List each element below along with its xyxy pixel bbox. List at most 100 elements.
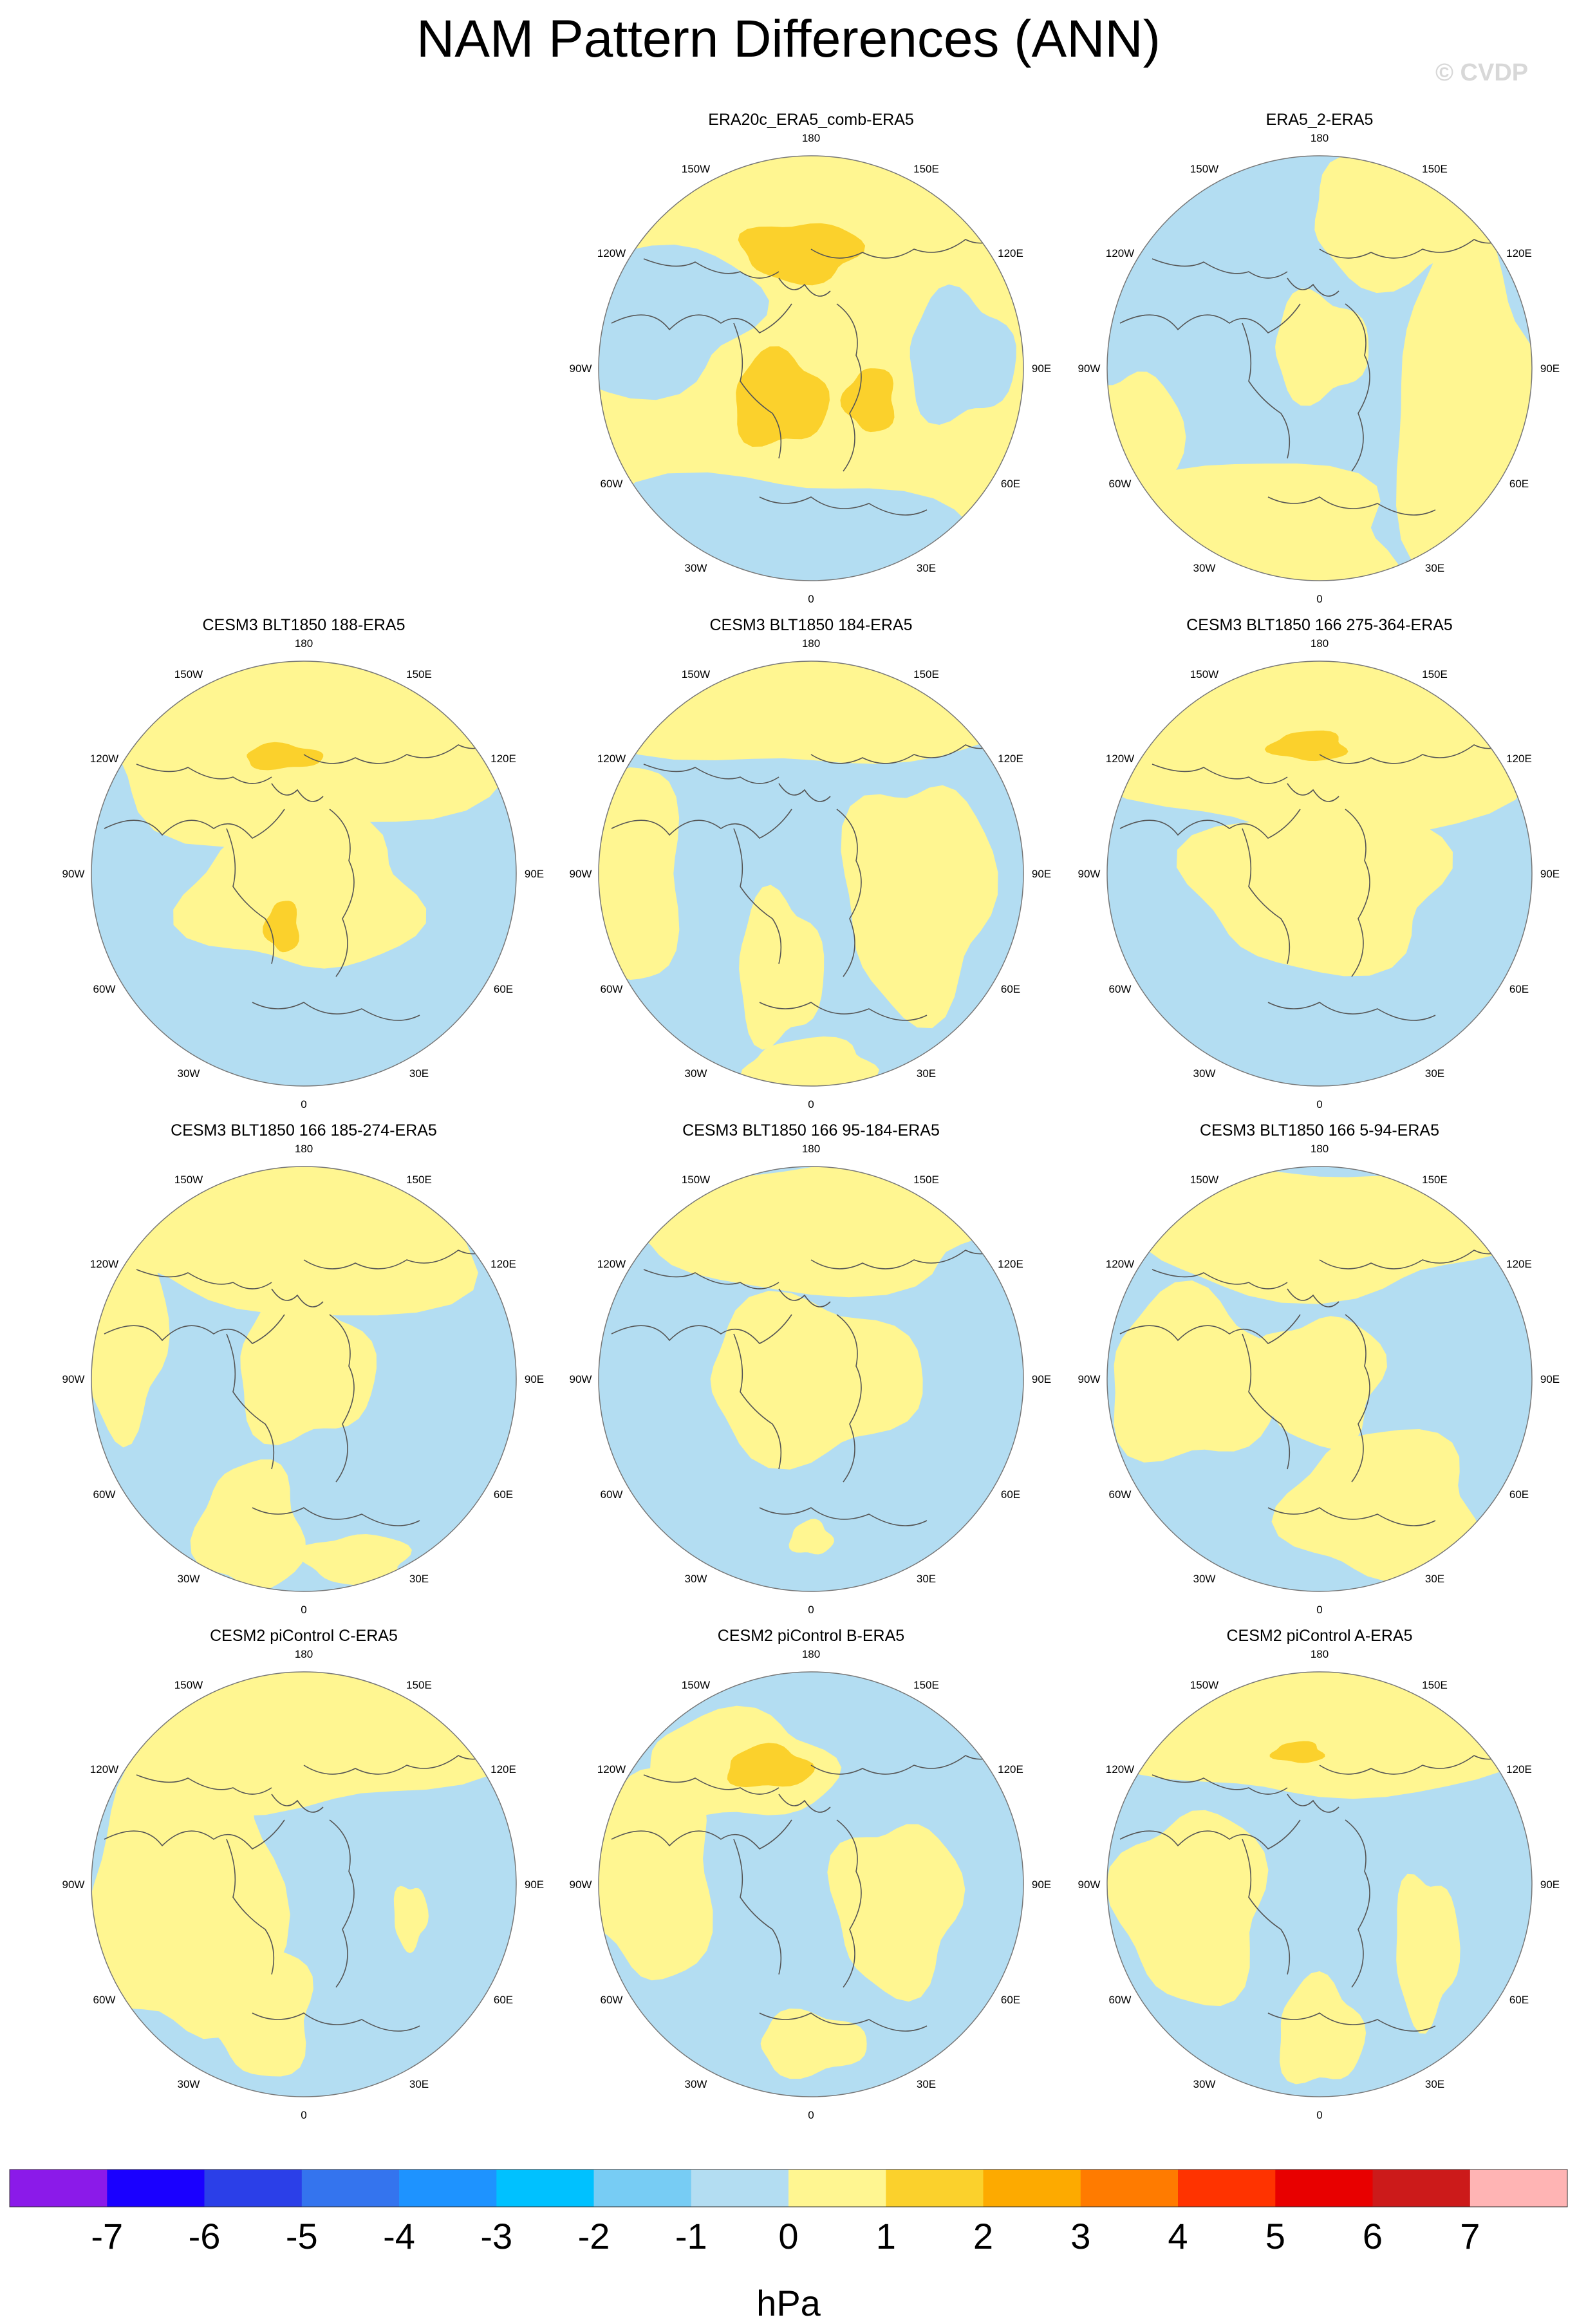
coastline	[1267, 1507, 1436, 1526]
colorbar-tick-label: -7	[91, 2216, 123, 2256]
map-panel: CESM3 BLT1850 184-ERA5 180 150E 120E 90E 60E 3…	[566, 616, 1056, 1131]
positive-region	[1107, 371, 1186, 550]
polar-map: 180 150E 120E 90E 60E 30E 0 30W 60W 90W 120W 150W	[62, 1648, 545, 2121]
longitude-label: 150E	[406, 668, 432, 680]
longitude-label: 90E	[1032, 362, 1051, 375]
longitude-label: 90W	[570, 1879, 592, 1891]
longitude-label: 60E	[494, 1994, 513, 2006]
longitude-label: 150E	[406, 1174, 432, 1186]
positive-strong-region	[247, 742, 324, 771]
coastlines	[611, 738, 1005, 1021]
longitude-label: 60W	[601, 1488, 623, 1501]
positive-region	[739, 885, 825, 1050]
colorbar-tick-label: -4	[383, 2216, 415, 2256]
coastline	[759, 1002, 928, 1021]
longitude-label: 0	[1316, 593, 1322, 605]
longitude-label: 150W	[174, 668, 203, 680]
longitude-label: 0	[301, 2109, 306, 2121]
colorbar-segment	[301, 2169, 400, 2207]
longitude-label: 60W	[601, 478, 623, 490]
longitude-label: 30E	[1425, 562, 1444, 574]
longitude-label: 30E	[409, 1067, 429, 1080]
positive-region	[760, 2009, 867, 2079]
map-border	[1106, 1166, 1533, 1592]
positive-region	[240, 1282, 377, 1445]
map-panel: CESM2 piControl B-ERA5 180 150E 120E 90E 60E 3…	[566, 1627, 1056, 2142]
longitude-label: 90E	[1540, 868, 1560, 880]
coastlines	[1119, 1748, 1513, 2032]
map-border	[598, 661, 1024, 1087]
positive-strong-region	[1269, 1741, 1325, 1763]
coastline	[1242, 323, 1291, 459]
longitude-label: 120E	[1506, 1763, 1532, 1776]
coastline	[1119, 809, 1301, 839]
longitude-label: 90E	[525, 868, 544, 880]
coastline	[329, 1314, 355, 1483]
negative-region	[601, 472, 984, 581]
longitude-label: 0	[808, 593, 814, 605]
positive-region	[1396, 1873, 1460, 2034]
coastline	[643, 764, 779, 784]
polar-map: 180 150E 120E 90E 60E 30E 0 30W 60W 90W 120W 150W	[1078, 132, 1560, 605]
longitude-label: 150W	[1190, 668, 1218, 680]
colorbar-segment	[204, 2169, 303, 2207]
coastline	[733, 1333, 782, 1470]
coastline	[303, 1243, 498, 1270]
colorbar-segment	[399, 2169, 497, 2207]
colorbar-tick-label: 4	[1168, 2216, 1188, 2256]
coastline	[810, 1243, 1005, 1270]
longitude-label: 150W	[682, 1174, 710, 1186]
longitude-label: 150W	[1190, 1679, 1218, 1691]
coastline	[643, 1269, 779, 1289]
map-panel: ERA5_2-ERA5 180 150E 120E 90E 60E 30E 0 30W 60W 90…	[1075, 111, 1564, 626]
longitude-label: 90W	[1078, 362, 1101, 375]
longitude-label: 90W	[62, 868, 85, 880]
longitude-label: 0	[301, 1098, 306, 1110]
colorbar-segment	[1470, 2169, 1568, 2207]
coastline	[810, 232, 1005, 259]
panel-title: CESM3 BLT1850 184-ERA5	[709, 616, 913, 634]
longitude-label: 120E	[490, 1258, 516, 1270]
longitude-label: 90W	[1078, 1373, 1101, 1385]
positive-region	[1107, 1810, 1269, 2007]
coastline	[271, 783, 324, 802]
polar-map: 180 150E 120E 90E 60E 30E 0 30W 60W 90W 120W 150W	[1078, 1648, 1560, 2121]
longitude-label: 120E	[1506, 1258, 1532, 1270]
longitude-label: 180	[1311, 1648, 1329, 1660]
longitude-label: 120W	[597, 247, 626, 259]
colorbar-segment	[496, 2169, 595, 2207]
positive-region	[599, 767, 680, 980]
coastline	[1287, 1794, 1339, 1813]
negative-region	[910, 284, 1016, 425]
colorbar-tick-label: 3	[1070, 2216, 1090, 2256]
longitude-label: 30E	[917, 562, 936, 574]
coastline	[104, 1819, 285, 1850]
panel-title: ERA20c_ERA5_comb-ERA5	[708, 111, 914, 129]
longitude-label: 30E	[917, 1573, 936, 1585]
colorbar-tick-label: 1	[876, 2216, 896, 2256]
longitude-label: 150E	[913, 1679, 939, 1691]
longitude-label: 150W	[1190, 163, 1218, 175]
colorbar-tick-label: -3	[480, 2216, 512, 2256]
longitude-label: 30W	[1193, 1573, 1216, 1585]
map-panel: CESM3 BLT1850 188-ERA5 180 150E 120E 90E 60E 3…	[59, 616, 548, 1131]
map-border	[91, 1166, 517, 1592]
map-border	[598, 155, 1024, 581]
longitude-label: 60W	[1109, 1488, 1132, 1501]
map-panel: CESM2 piControl C-ERA5 180 150E 120E 90E 60E 3…	[59, 1627, 548, 2142]
coastlines	[104, 1243, 498, 1526]
polar-map: 180 150E 120E 90E 60E 30E 0 30W 60W 90W 120W 150W	[570, 637, 1052, 1110]
longitude-label: 120W	[1106, 247, 1134, 259]
map-panel: CESM2 piControl A-ERA5 180 150E 120E 90E 60E 3…	[1075, 1627, 1564, 2142]
colorbar-tick-label: -2	[578, 2216, 610, 2256]
colorbar-tick-label: 6	[1363, 2216, 1383, 2256]
longitude-label: 90E	[1032, 1373, 1051, 1385]
map-panel: CESM3 BLT1850 166 5-94-ERA5 180 150E 120E 90…	[1075, 1121, 1564, 1636]
longitude-label: 0	[808, 1098, 814, 1110]
map-panel: CESM3 BLT1850 166 275-364-ERA5 180 150E 120…	[1075, 616, 1564, 1131]
coastlines	[104, 738, 498, 1021]
longitude-label: 30W	[685, 2078, 707, 2090]
colorbar-segment	[1178, 2169, 1276, 2207]
positive-strong-region	[727, 1743, 816, 1788]
longitude-label: 90E	[1540, 1373, 1560, 1385]
